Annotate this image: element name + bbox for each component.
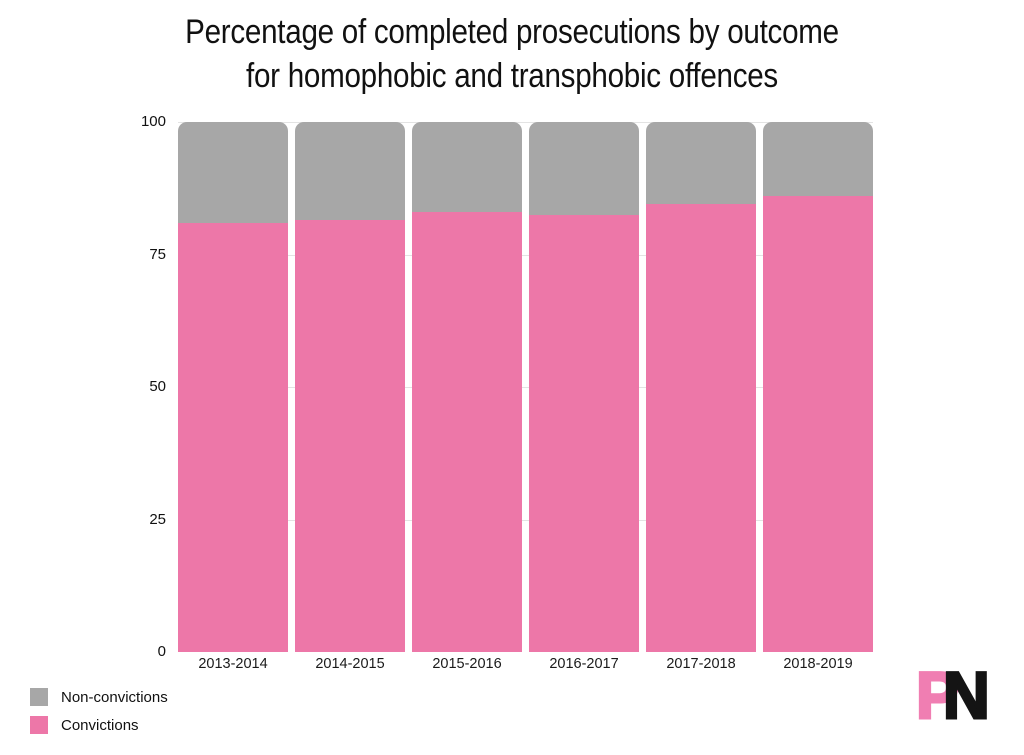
y-tick-label-100: 100: [140, 113, 166, 130]
x-tick-label-2016-2017: 2016-2017: [549, 656, 619, 672]
bar-2018-2019: [763, 122, 873, 652]
segment-nonconvictions-2015-2016: [412, 122, 522, 213]
segment-convictions-2013-2014: [178, 222, 288, 652]
bars: [178, 122, 873, 652]
chart-title-line1: Percentage of completed prosecutions by …: [185, 13, 839, 51]
logo-letter-n: N: [942, 658, 992, 732]
segment-nonconvictions-2018-2019: [763, 122, 873, 197]
y-tick-label-25: 25: [149, 510, 166, 528]
gridline-75: [178, 254, 873, 256]
legend-item-non-convictions: Non-convictions: [30, 688, 168, 706]
legend-label: Convictions: [61, 716, 139, 734]
x-tick-label-2013-2014: 2013-2014: [198, 656, 268, 672]
y-tick-label-75: 75: [149, 245, 166, 263]
chart-title-line2: for homophobic and transphobic offences: [246, 57, 778, 95]
plot-area: [178, 122, 873, 652]
segment-nonconvictions-2014-2015: [295, 122, 405, 221]
y-axis: 100 75 50 25 0: [0, 113, 170, 660]
x-tick-label-2014-2015: 2014-2015: [315, 656, 385, 672]
y-tick-label-50: 50: [149, 378, 166, 395]
segment-convictions-2016-2017: [529, 214, 639, 652]
legend-label: Non-convictions: [61, 688, 168, 706]
gridline-100: [178, 122, 873, 123]
segment-convictions-2017-2018: [646, 204, 756, 652]
legend-item-convictions: Convictions: [30, 716, 168, 734]
bar-2015-2016: [412, 122, 522, 652]
chart-title: Percentage of completed prosecutions by …: [67, 10, 958, 98]
segment-nonconvictions-2017-2018: [646, 122, 756, 205]
segment-convictions-2015-2016: [412, 212, 522, 652]
bar-2016-2017: [529, 122, 639, 652]
bar-2014-2015: [295, 122, 405, 652]
gridline-50: [178, 387, 873, 388]
segment-convictions-2014-2015: [295, 220, 405, 652]
legend: Non-convictions Convictions: [30, 688, 168, 734]
x-tick-label-2018-2019: 2018-2019: [783, 656, 853, 672]
segment-nonconvictions-2016-2017: [529, 122, 639, 215]
gridline-25: [178, 519, 873, 521]
bar-2017-2018: [646, 122, 756, 652]
x-tick-label-2017-2018: 2017-2018: [666, 656, 736, 672]
y-tick-label-0: 0: [157, 643, 166, 660]
segment-convictions-2018-2019: [763, 196, 873, 652]
segment-nonconvictions-2013-2014: [178, 122, 288, 223]
bar-2013-2014: [178, 122, 288, 652]
legend-swatch: [30, 716, 48, 734]
logo-letter-p: P: [915, 658, 961, 732]
x-axis: 2013-2014 2014-2015 2015-2016 2016-2017 2017…: [178, 656, 873, 672]
legend-swatch: [30, 688, 48, 706]
x-tick-label-2015-2016: 2015-2016: [432, 656, 502, 672]
